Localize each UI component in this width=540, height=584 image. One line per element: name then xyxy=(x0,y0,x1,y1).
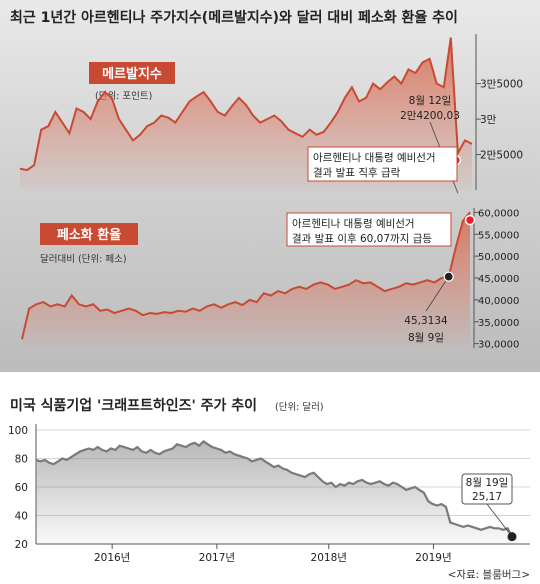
kraft-unit: (단위: 달러) xyxy=(275,401,324,413)
peso-start-dot xyxy=(443,271,454,282)
peso-y-tick-label: 40,0000 xyxy=(478,296,519,307)
page-title: 최근 1년간 아르헨티나 주가지수(메르발지수)와 달러 대비 페소화 환율 추… xyxy=(10,9,458,26)
kraft-line xyxy=(35,439,513,538)
kraft-x-tick-label: 2019년 xyxy=(415,552,451,564)
kraft-x-tick-label: 2016년 xyxy=(94,552,130,564)
kraft-title: 미국 식품기업 '크래프트하인즈' 주가 추이 xyxy=(10,397,257,414)
kraft-end-value: 25,17 xyxy=(472,491,502,503)
peso-start-value: 45,3134 xyxy=(404,315,448,327)
peso-y-tick-label: 50,0000 xyxy=(478,252,519,263)
peso-label-box xyxy=(40,223,138,245)
merval-event-line2: 결과 발표 직후 급락 xyxy=(313,167,401,179)
merval-label: 메르발지수 xyxy=(102,66,162,82)
peso-y-tick-label: 35,0000 xyxy=(478,318,519,329)
peso-label: 페소화 환율 xyxy=(57,227,121,243)
peso-line xyxy=(21,211,471,340)
merval-y-tick-label: 3만5000 xyxy=(480,79,523,91)
peso-y-tick-label: 45,0000 xyxy=(478,274,519,285)
kraft-y-tick-label: 60 xyxy=(15,482,28,494)
kraft-chart: 100 80 60 40 20 2016년 2017년 2018년 2019년 xyxy=(8,424,530,564)
kraft-x-tick-label: 2018년 xyxy=(311,552,347,564)
merval-label-box xyxy=(89,62,175,84)
merval-line xyxy=(19,37,473,172)
merval-high-date: 8월 12일 xyxy=(409,94,452,107)
source-note: <자료: 블룸버그> xyxy=(448,569,530,581)
kraft-y-tick-label: 100 xyxy=(8,425,28,437)
kraft-y-tick-label: 40 xyxy=(15,511,28,523)
kraft-end-leader xyxy=(486,503,513,537)
peso-y-tick-label: 60,0000 xyxy=(478,208,519,219)
peso-event-line1: 아르헨티나 대통령 예비선거 xyxy=(292,217,415,230)
peso-event-line2: 결과 발표 이후 60,07까지 급등 xyxy=(292,233,432,245)
peso-chart: 60,0000 55,0000 50,0000 45,0000 40,0000 35,00… xyxy=(21,208,519,351)
peso-y-tick-label: 30,0000 xyxy=(478,340,519,351)
kraft-y-tick-label: 20 xyxy=(15,539,28,551)
merval-y-tick-label: 3만 xyxy=(480,114,497,126)
peso-unit: 달러대비 (단위: 페소) xyxy=(40,253,127,265)
kraft-area xyxy=(36,441,512,544)
merval-high-value: 2만4200,03 xyxy=(400,110,460,122)
kraft-x-tick-label: 2017년 xyxy=(199,552,235,564)
peso-event-box xyxy=(286,212,452,247)
kraft-y-tick-label: 80 xyxy=(15,454,28,466)
peso-y-tick-label: 55,0000 xyxy=(478,230,519,241)
peso-area xyxy=(22,212,470,348)
merval-y-tick-label: 2만5000 xyxy=(480,150,523,162)
kraft-end-box xyxy=(461,473,513,505)
kraft-end-dot xyxy=(507,532,517,542)
peso-start-date: 8월 9일 xyxy=(408,331,444,344)
merval-event-line1: 아르헨티나 대통령 예비선거 xyxy=(313,151,436,164)
merval-event-box xyxy=(307,146,458,182)
peso-peak-dot xyxy=(464,214,476,226)
peso-start-leader xyxy=(425,276,450,312)
kraft-end-date: 8월 19일 xyxy=(466,476,509,489)
